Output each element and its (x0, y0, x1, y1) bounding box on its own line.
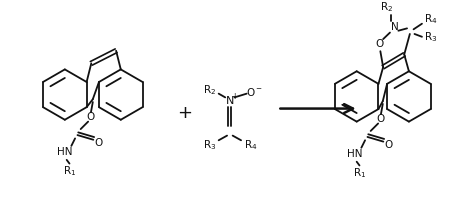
Text: R$_3$: R$_3$ (423, 30, 437, 44)
Text: O: O (375, 39, 383, 49)
Text: R$_4$: R$_4$ (243, 138, 257, 152)
Text: R$_2$: R$_2$ (203, 83, 216, 97)
Text: O: O (94, 138, 103, 148)
Text: O: O (87, 112, 95, 122)
Text: R$_4$: R$_4$ (423, 12, 437, 26)
Text: +: + (231, 92, 238, 101)
Text: HN: HN (57, 147, 72, 157)
Text: O: O (377, 114, 385, 124)
Text: R$_1$: R$_1$ (353, 166, 366, 180)
Text: R$_2$: R$_2$ (380, 0, 393, 14)
Text: R$_3$: R$_3$ (202, 138, 216, 152)
Text: +: + (177, 104, 192, 122)
Text: O: O (384, 140, 392, 150)
Text: O$^-$: O$^-$ (246, 86, 263, 98)
Text: R$_1$: R$_1$ (63, 164, 76, 178)
Text: HN: HN (347, 149, 363, 159)
Text: N: N (391, 22, 399, 32)
Text: N: N (226, 96, 234, 106)
